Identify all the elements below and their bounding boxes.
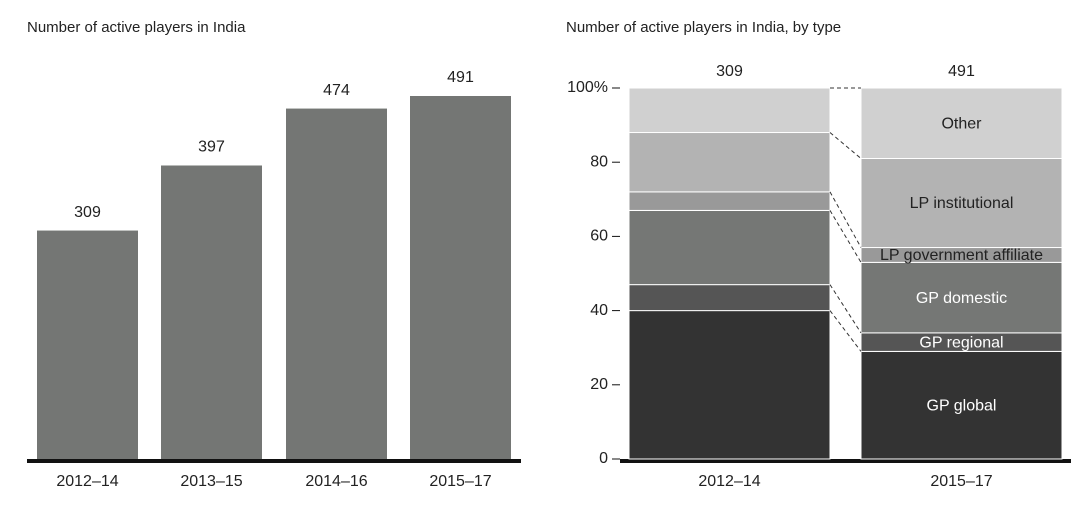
- bar: [410, 96, 511, 459]
- bar: [161, 165, 262, 459]
- segment: [628, 310, 831, 460]
- segment-label: GP domestic: [916, 290, 1007, 307]
- segment: [860, 87, 1063, 159]
- chart-title: Number of active players in India: [27, 19, 246, 36]
- segment: [628, 191, 831, 211]
- segment-label: GP regional: [919, 334, 1003, 351]
- segment: [860, 157, 1063, 249]
- x-tick-label: 2015–17: [429, 473, 491, 490]
- x-tick-label: 2014–16: [305, 473, 367, 490]
- y-tick-label: 60: [590, 228, 608, 245]
- total-label: 491: [948, 63, 975, 80]
- segment-label: GP global: [927, 397, 997, 414]
- x-tick-label: 2012–14: [698, 473, 760, 490]
- value-label: 474: [323, 82, 350, 99]
- segment-label: LP government affiliate: [880, 247, 1043, 264]
- y-tick-label: 40: [590, 302, 608, 319]
- segment: [628, 87, 831, 134]
- segment-label: LP institutional: [910, 195, 1014, 212]
- connector: [829, 132, 862, 159]
- connector: [829, 191, 862, 248]
- segment: [628, 132, 831, 193]
- segment: [860, 350, 1063, 460]
- bar: [286, 108, 387, 459]
- segment-label: Other: [941, 115, 982, 132]
- total-label: 309: [716, 63, 743, 80]
- chart-title: Number of active players in India, by ty…: [566, 19, 841, 36]
- y-tick-label: 20: [590, 376, 608, 393]
- bar: [37, 230, 138, 459]
- value-label: 309: [74, 204, 101, 221]
- connector: [829, 210, 862, 263]
- x-tick-label: 2015–17: [930, 473, 992, 490]
- segment: [628, 209, 831, 286]
- connector: [829, 284, 862, 334]
- segment: [628, 284, 831, 312]
- y-tick-label: 80: [590, 153, 608, 170]
- value-label: 491: [447, 69, 474, 86]
- x-tick-label: 2012–14: [56, 473, 118, 490]
- y-tick-label: 0: [599, 450, 608, 467]
- x-tick-label: 2013–15: [180, 473, 242, 490]
- segment: [860, 261, 1063, 334]
- y-tick-label: 100%: [567, 79, 608, 96]
- value-label: 397: [198, 139, 225, 156]
- connector: [829, 310, 862, 352]
